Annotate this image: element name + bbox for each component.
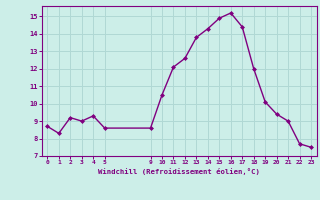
X-axis label: Windchill (Refroidissement éolien,°C): Windchill (Refroidissement éolien,°C) (98, 168, 260, 175)
